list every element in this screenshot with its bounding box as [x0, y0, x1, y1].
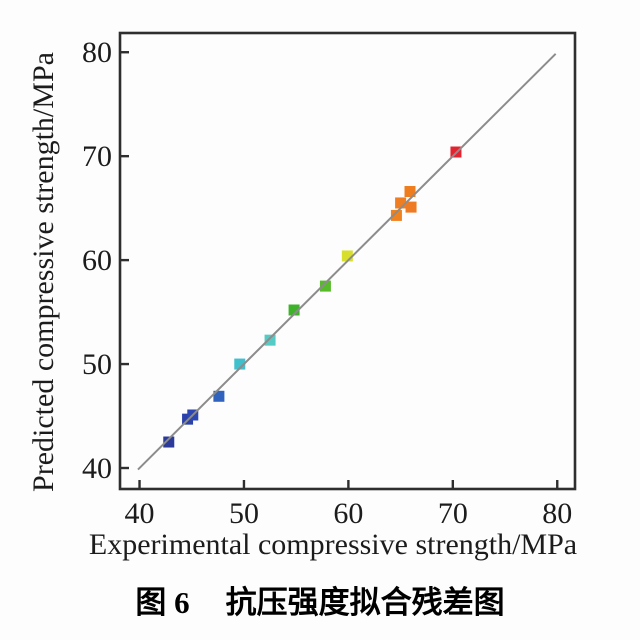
data-point [404, 186, 416, 198]
data-point [390, 209, 402, 221]
x-tick-label: 70 [438, 497, 468, 530]
x-tick-label: 40 [125, 497, 155, 530]
data-point [264, 334, 276, 346]
identity-line [137, 53, 557, 471]
y-tick-label: 80 [82, 36, 112, 69]
caption-title: 抗压强度拟合残差图 [225, 585, 505, 620]
data-point [234, 358, 246, 370]
figure-caption: 图 6 抗压强度拟合残差图 [0, 577, 640, 622]
data-point [319, 280, 331, 292]
y-tick-label: 70 [82, 140, 112, 173]
data-point [405, 201, 417, 213]
data-point [341, 250, 353, 262]
y-tick-label: 40 [82, 452, 112, 485]
caption-number: 图 6 [135, 585, 190, 620]
data-point [395, 197, 407, 209]
x-tick-label: 80 [542, 497, 572, 530]
x-tick-label: 50 [229, 497, 259, 530]
data-point [213, 390, 225, 402]
data-point [288, 304, 300, 316]
x-tick-label: 60 [333, 497, 363, 530]
x-axis-label: Experimental compressive strength/MPa [88, 528, 578, 561]
data-point [163, 436, 175, 448]
y-tick-label: 50 [82, 348, 112, 381]
y-axis-label: Predicted compressive strength/MPa [27, 52, 60, 492]
y-tick-label: 60 [82, 244, 112, 277]
